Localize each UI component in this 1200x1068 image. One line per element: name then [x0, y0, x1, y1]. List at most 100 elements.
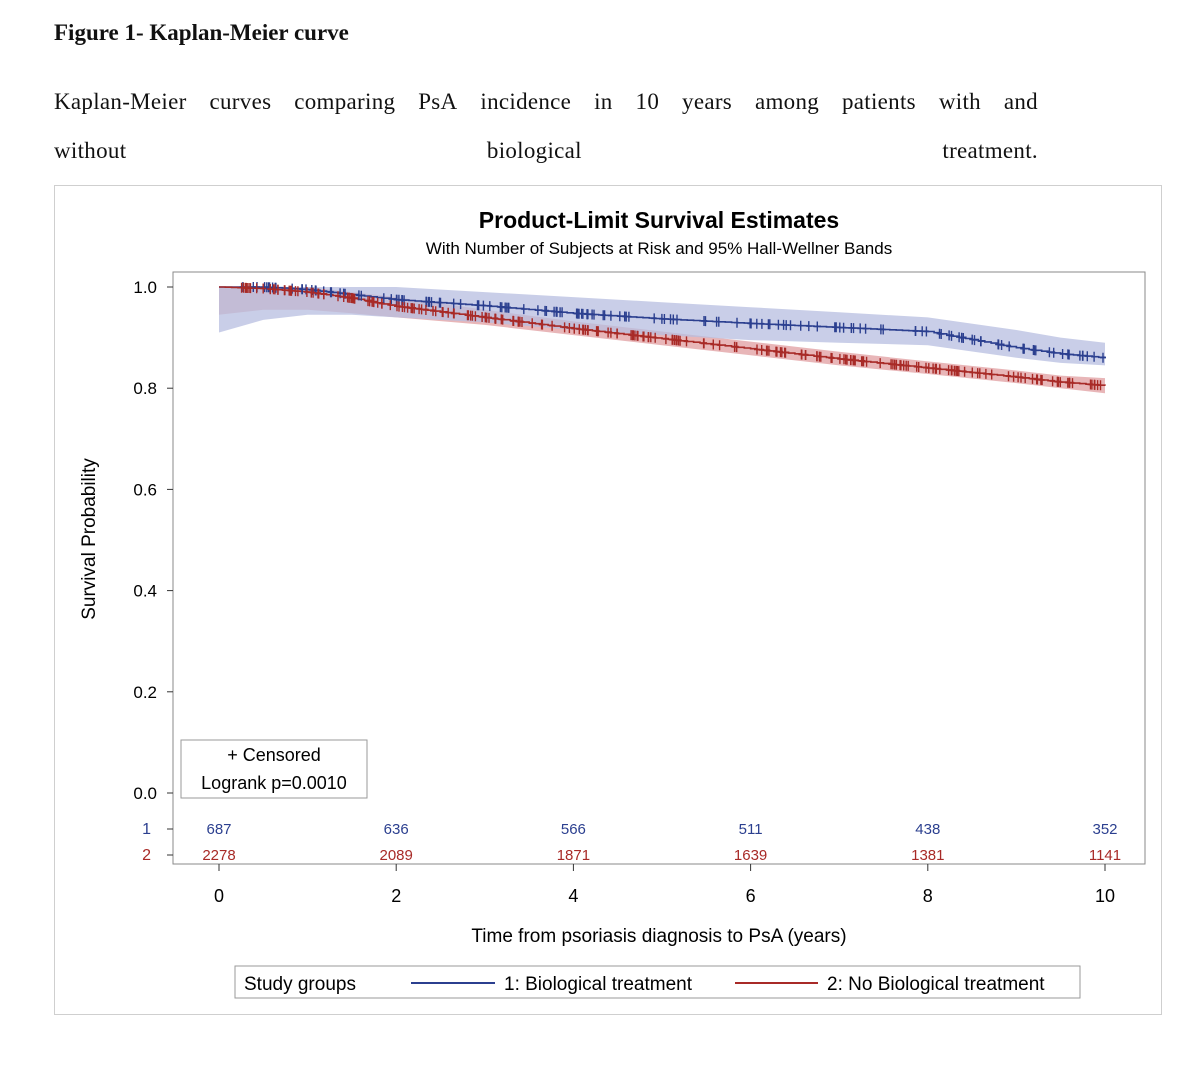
censor-mark	[840, 322, 847, 333]
caption-word: among	[754, 89, 820, 114]
censor-mark	[370, 297, 377, 307]
at-risk-value: 1639	[734, 847, 767, 864]
at-risk-group-label: 2	[142, 847, 151, 864]
legend-box	[234, 965, 1081, 999]
censor-mark	[426, 296, 433, 307]
censor-mark	[781, 347, 788, 358]
censor-mark	[960, 333, 967, 343]
logrank-label: Logrank p=0.0010	[201, 773, 347, 793]
censor-mark	[747, 318, 754, 329]
x-tick-label: 8	[923, 886, 933, 906]
censor-mark	[607, 310, 614, 321]
censor-mark	[923, 326, 930, 337]
censor-mark	[355, 290, 362, 301]
censor-mark	[457, 299, 464, 310]
legend-label-group2: 2: No Biological treatment	[827, 974, 1045, 995]
censor-mark	[797, 320, 804, 331]
censor-mark	[479, 312, 486, 322]
legend-label-group1: 1: Biological treatment	[504, 974, 693, 995]
censor-mark	[661, 314, 668, 324]
caption-line-1: Kaplan-Meier curves comparing PsA incidence i…	[54, 89, 1038, 115]
censor-mark	[1005, 371, 1012, 382]
censor-mark	[1066, 377, 1073, 388]
censor-mark	[651, 313, 658, 324]
caption-word: treatment.	[942, 138, 1038, 163]
censor-mark	[936, 364, 943, 375]
caption-word: years	[682, 89, 733, 114]
censor-mark	[351, 293, 358, 304]
censor-mark	[702, 316, 709, 327]
y-axis-label: Survival Probability	[79, 458, 100, 620]
censor-mark	[893, 359, 900, 370]
y-tick-label: 0.8	[133, 379, 157, 398]
censor-mark	[320, 289, 327, 300]
censor-mark	[1034, 374, 1041, 385]
censor-mark	[733, 342, 740, 353]
censor-mark	[539, 319, 546, 330]
caption-word: patients	[841, 89, 916, 114]
censor-mark	[1030, 345, 1037, 355]
censor-mark	[753, 318, 760, 329]
censor-mark	[1059, 349, 1066, 359]
km-chart: Product-Limit Survival Estimates With Nu…	[79, 207, 1146, 999]
censor-mark	[833, 322, 840, 333]
censor-mark	[1091, 351, 1098, 362]
at-risk-value: 511	[739, 821, 763, 838]
censor-mark	[315, 288, 321, 299]
stats-inset: + Censored Logrank p=0.0010	[180, 739, 368, 799]
x-tick-label: 0	[214, 886, 224, 906]
at-risk-value: 636	[384, 821, 409, 838]
censor-mark	[616, 311, 623, 322]
censor-mark	[877, 358, 884, 369]
censor-mark	[585, 325, 592, 336]
chart-frame: Product-Limit Survival Estimates With Nu…	[54, 185, 1162, 1015]
censor-mark	[766, 319, 773, 330]
caption-word: comparing	[294, 89, 396, 114]
censor-mark	[440, 307, 446, 318]
censor-mark	[862, 323, 869, 334]
censor-mark	[451, 308, 458, 319]
censor-mark	[1022, 373, 1029, 384]
censor-mark	[328, 287, 335, 298]
x-axis-label: Time from psoriasis diagnosis to PsA (ye…	[471, 926, 846, 947]
censor-mark	[948, 365, 955, 376]
x-tick-label: 6	[746, 886, 756, 906]
y-axis: 0.0 0.2 0.4 0.6 0.8 1.0	[133, 278, 173, 803]
censor-mark	[418, 304, 425, 315]
censor-mark	[701, 338, 707, 349]
censor-mark	[474, 300, 481, 311]
caption-word: 10	[635, 89, 660, 114]
censor-mark	[857, 323, 864, 334]
censor-mark	[713, 316, 720, 327]
censor-mark	[1084, 351, 1091, 362]
censor-mark	[956, 332, 963, 343]
caption-word: and	[1003, 89, 1038, 114]
censor-mark	[1066, 349, 1073, 360]
censor-mark	[667, 314, 674, 325]
censor-mark	[710, 339, 717, 350]
y-tick-label: 0.4	[133, 582, 157, 601]
censor-mark	[814, 321, 821, 332]
censor-mark	[930, 363, 937, 374]
censor-mark	[805, 321, 812, 332]
censor-mark	[802, 350, 809, 360]
censor-mark	[499, 314, 506, 325]
plot-area	[172, 271, 1146, 865]
censor-mark	[486, 301, 493, 312]
caption-word: incidence	[480, 89, 572, 114]
censor-mark	[938, 329, 945, 339]
censor-mark	[988, 369, 995, 380]
y-tick-label: 0.0	[133, 784, 157, 803]
censor-mark	[445, 307, 452, 318]
at-risk-value: 687	[206, 821, 231, 838]
censor-mark	[775, 319, 782, 330]
censor-mark	[591, 309, 597, 320]
y-tick-label: 0.6	[133, 480, 157, 499]
censor-mark	[1006, 341, 1013, 352]
censor-mark	[716, 340, 723, 351]
censor-mark	[859, 356, 866, 367]
censor-mark	[374, 297, 381, 308]
at-risk-table: 1 687 636 566 511 438 352 2 2278 2089 1871 1639 1381…	[142, 821, 1121, 864]
censor-mark	[662, 334, 669, 345]
censor-mark	[671, 335, 678, 345]
